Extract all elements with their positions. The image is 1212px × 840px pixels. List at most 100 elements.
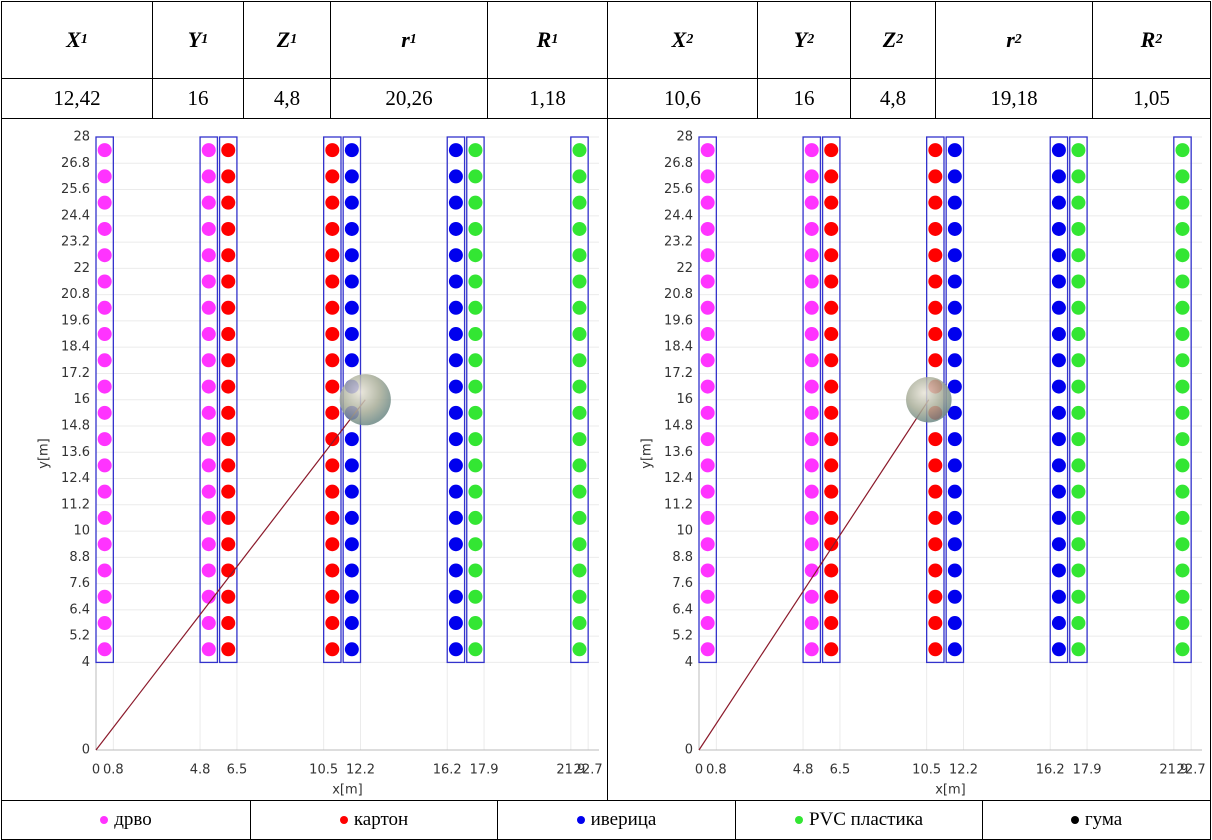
y-tick-label: 16 — [676, 392, 693, 407]
rack — [698, 136, 717, 664]
x-tick-label: 10.5 — [309, 763, 338, 778]
y-tick-label: 7.6 — [672, 576, 693, 591]
point — [325, 353, 340, 368]
symbol: r — [1006, 27, 1015, 52]
subscript: 2 — [1155, 32, 1163, 47]
point — [325, 379, 340, 394]
point — [804, 248, 819, 263]
x-tick-label: 12.2 — [949, 763, 978, 778]
point — [325, 300, 340, 315]
point — [1175, 379, 1190, 394]
point — [804, 143, 819, 158]
point — [1071, 221, 1086, 236]
legend-label: гума — [1084, 809, 1123, 830]
subscript: 2 — [1014, 32, 1022, 47]
point — [928, 432, 943, 447]
y-tick-label: 24.4 — [61, 208, 90, 223]
point — [572, 300, 587, 315]
point — [221, 274, 236, 289]
point — [468, 484, 483, 499]
point — [804, 195, 819, 210]
value: 1,05 — [1133, 86, 1170, 110]
rack — [1069, 136, 1088, 664]
point — [928, 274, 943, 289]
point — [97, 353, 112, 368]
point — [700, 300, 715, 315]
point — [448, 616, 463, 631]
point — [448, 169, 463, 184]
subscript: 1 — [551, 32, 559, 47]
point — [1051, 379, 1066, 394]
point — [947, 563, 962, 578]
rack — [802, 136, 822, 664]
x-axis-label: x[m] — [935, 783, 966, 798]
symbol: Y — [793, 27, 808, 52]
point — [947, 484, 962, 499]
legend-cell: PVC пластика — [735, 800, 983, 840]
point — [804, 405, 819, 420]
value: 10,6 — [664, 86, 701, 110]
rack — [466, 136, 485, 664]
x-tick-label: 21.9 — [1159, 763, 1188, 778]
point — [1071, 458, 1086, 473]
point — [1071, 248, 1086, 263]
point — [221, 458, 236, 473]
point — [1071, 143, 1086, 158]
point — [97, 300, 112, 315]
point — [344, 432, 359, 447]
point — [824, 458, 839, 473]
subscript: 1 — [201, 32, 209, 47]
y-tick-label: 13.6 — [664, 445, 693, 460]
point — [928, 300, 943, 315]
point — [325, 510, 340, 525]
point — [1175, 405, 1190, 420]
y-tick-label: 20.8 — [61, 287, 90, 302]
point — [572, 616, 587, 631]
point — [947, 616, 962, 631]
point — [700, 353, 715, 368]
y-tick-label: 23.2 — [61, 235, 90, 250]
x-tick-label: 21.9 — [556, 763, 585, 778]
point — [468, 563, 483, 578]
symbol: Z — [276, 27, 291, 52]
y-tick-label: 5.2 — [69, 629, 90, 644]
value: 1,18 — [529, 86, 566, 110]
point — [1051, 537, 1066, 552]
point — [468, 300, 483, 315]
point — [1175, 327, 1190, 342]
rack — [446, 136, 466, 664]
x-tick-label: 16.2 — [1036, 763, 1065, 778]
point — [572, 379, 587, 394]
point — [572, 458, 587, 473]
point — [804, 379, 819, 394]
y-tick-label: 20.8 — [664, 287, 693, 302]
point — [824, 616, 839, 631]
point — [824, 563, 839, 578]
point — [1175, 274, 1190, 289]
symbol: X — [671, 27, 687, 52]
point — [468, 432, 483, 447]
symbol: X — [66, 27, 81, 52]
point — [824, 405, 839, 420]
point — [947, 458, 962, 473]
legend-marker — [100, 816, 109, 824]
point — [325, 484, 340, 499]
point — [97, 616, 112, 631]
point — [804, 484, 819, 499]
subscript: 1 — [409, 32, 417, 47]
point — [572, 563, 587, 578]
point — [97, 484, 112, 499]
point — [221, 510, 236, 525]
legend-cell: картон — [250, 800, 498, 840]
point — [468, 510, 483, 525]
y-tick-label: 8.8 — [69, 550, 90, 565]
point — [928, 169, 943, 184]
subscript: 2 — [686, 32, 694, 47]
point — [700, 484, 715, 499]
point — [448, 195, 463, 210]
point — [448, 274, 463, 289]
point — [448, 458, 463, 473]
point — [804, 432, 819, 447]
